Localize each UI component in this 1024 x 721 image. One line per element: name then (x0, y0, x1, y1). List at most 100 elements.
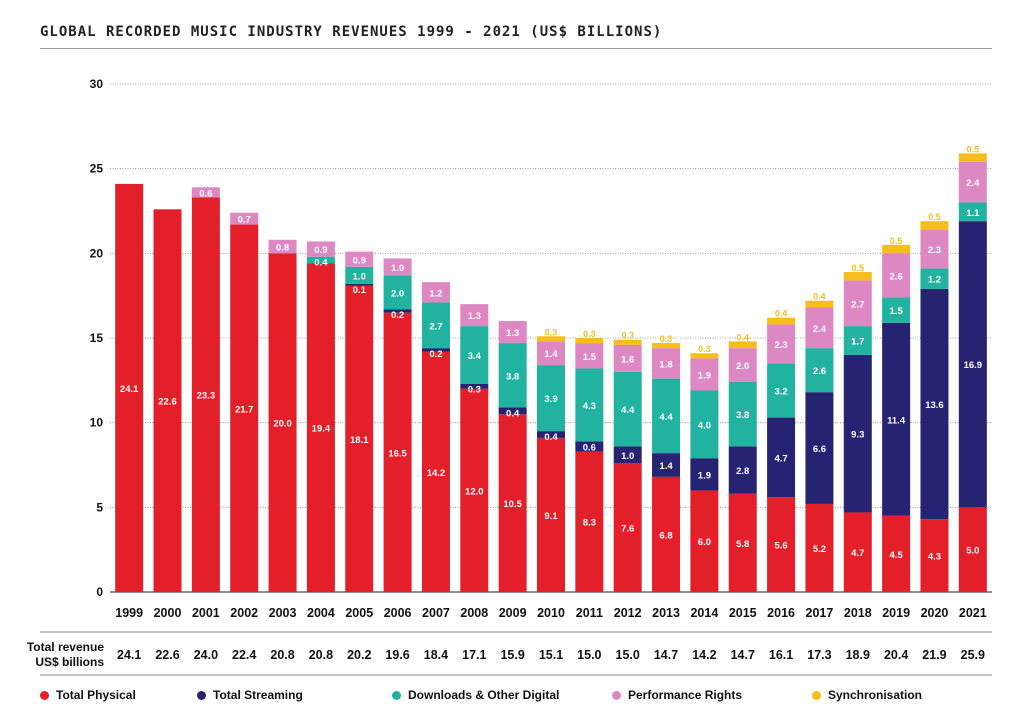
bar-segment (958, 153, 987, 162)
bar-segment (805, 392, 834, 504)
bar-segment (498, 407, 527, 415)
data-label: 1.3 (506, 328, 519, 339)
bar-segment (958, 161, 987, 203)
bar-segment (882, 297, 911, 323)
data-label: 0.6 (199, 188, 212, 199)
bar-segment (728, 446, 757, 494)
total-value: 15.9 (500, 648, 524, 662)
stacked-bar-chart: 0 5 10 15 20 25 30 24.1 1999 24.1 22.6 2000 22.6 23.3… (27, 77, 992, 676)
bar-segment (613, 371, 642, 447)
bar-segment (268, 239, 297, 254)
bar-segment (575, 451, 604, 592)
total-value: 17.3 (807, 648, 831, 662)
data-label: 4.3 (583, 401, 596, 412)
bar-segment (882, 322, 911, 516)
bar-segment (498, 414, 527, 592)
bar-segment (767, 363, 796, 418)
bar-segment (690, 490, 719, 592)
bar-segment (690, 358, 719, 391)
data-label: 6.8 (659, 530, 672, 541)
total-value: 24.1 (117, 648, 141, 662)
bar-segment (575, 343, 604, 369)
bar-segment (920, 221, 949, 230)
data-label: 0.3 (660, 334, 673, 344)
total-value: 15.0 (577, 648, 601, 662)
data-label: 5.8 (736, 539, 749, 550)
y-tick-label: 25 (90, 162, 104, 176)
total-value: 20.4 (884, 648, 908, 662)
data-label: 2.3 (928, 245, 941, 256)
total-value: 18.9 (846, 648, 870, 662)
data-label: 2.0 (736, 361, 749, 372)
bar-segment (728, 382, 757, 447)
data-label: 0.4 (736, 332, 749, 342)
bar-segment (728, 348, 757, 383)
data-label: 13.6 (925, 400, 944, 411)
y-tick-label: 0 (96, 585, 103, 599)
data-label: 2.4 (813, 324, 827, 335)
data-label: 4.4 (621, 405, 635, 416)
data-label: 4.5 (890, 550, 904, 561)
bar-segment (230, 212, 259, 225)
data-label: 0.3 (468, 385, 481, 396)
data-label: 1.3 (468, 311, 481, 322)
bar-segment (230, 224, 259, 592)
bar-segment (537, 341, 565, 366)
data-label: 0.9 (314, 245, 327, 256)
data-label: 3.4 (468, 351, 482, 362)
data-label: 11.4 (887, 415, 906, 426)
data-label: 0.4 (506, 408, 520, 419)
data-label: 3.9 (544, 394, 557, 405)
data-label: 0.6 (583, 442, 596, 453)
title-divider (40, 48, 992, 49)
bar-segment (920, 288, 949, 520)
legend-label: Performance Rights (628, 688, 743, 702)
legend-swatch (40, 690, 49, 700)
legend-item: Downloads & Other Digital (392, 688, 612, 702)
legend-swatch (812, 690, 821, 700)
bar-segment (920, 519, 949, 592)
y-tick-label: 30 (90, 77, 104, 91)
x-tick-label: 2018 (844, 606, 872, 620)
data-label: 1.0 (391, 263, 404, 274)
bar-segment (882, 253, 911, 298)
bar-segment (383, 309, 412, 313)
bar-segment (383, 258, 412, 276)
legend-item: Performance Rights (612, 688, 812, 702)
data-label: 4.0 (698, 420, 711, 431)
x-tick-label: 2021 (959, 606, 987, 620)
data-label: 1.2 (429, 288, 442, 299)
bar-segment (690, 353, 719, 359)
data-label: 1.0 (353, 271, 366, 282)
bar-segment (460, 383, 489, 389)
legend-item: Total Physical (40, 688, 197, 702)
total-value: 22.4 (232, 648, 256, 662)
total-value: 19.6 (385, 648, 409, 662)
data-label: 0.4 (813, 292, 826, 302)
bar-segment (153, 209, 182, 592)
x-tick-label: 2019 (882, 606, 910, 620)
data-label: 2.6 (813, 366, 826, 377)
data-label: 0.3 (545, 327, 558, 337)
total-value: 25.9 (961, 648, 985, 662)
bar-segment (652, 453, 681, 477)
bar-segment (652, 476, 681, 592)
x-tick-label: 2001 (192, 606, 220, 620)
x-tick-label: 2004 (307, 606, 335, 620)
bar-segment (958, 221, 987, 508)
bar-segment (805, 503, 834, 592)
data-label: 18.1 (350, 435, 369, 446)
legend-swatch (197, 690, 206, 700)
data-label: 9.1 (544, 511, 558, 522)
chart-legend: Total Physical Total Streaming Downloads &… (40, 688, 972, 702)
bar-segment (460, 304, 489, 327)
data-label: 2.0 (391, 288, 404, 299)
data-label: 0.4 (314, 258, 328, 269)
data-label: 1.5 (890, 306, 904, 317)
bar-segment (383, 312, 412, 592)
bar-segment (345, 285, 374, 592)
data-label: 9.3 (851, 430, 864, 441)
bar-segment (690, 390, 719, 459)
data-label: 0.5 (890, 236, 903, 246)
data-label: 2.3 (774, 340, 787, 351)
